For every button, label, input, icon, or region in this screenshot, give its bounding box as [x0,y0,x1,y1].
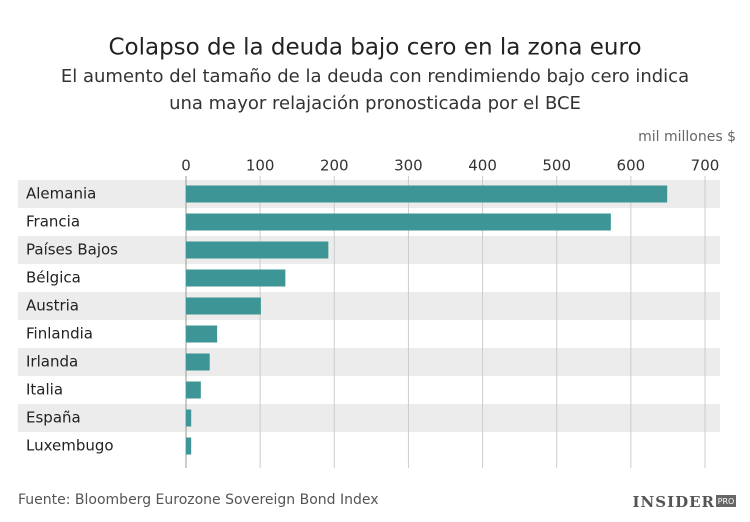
bar [186,381,201,399]
y-tick-label: Finlandia [26,325,93,343]
bar [186,213,611,231]
row-band [18,236,720,264]
y-tick-label: Alemania [26,185,96,203]
bar [186,353,210,371]
chart-subtitle: El aumento del tamaño de la deuda con re… [61,66,689,87]
bar [186,269,286,287]
x-tick-label: 400 [468,157,497,175]
x-tick-label: 200 [320,157,349,175]
bar [186,241,329,259]
bar [186,325,218,343]
y-tick-label: Italia [26,381,63,399]
row-band [18,348,720,376]
axis-unit: mil millones $ [638,129,736,145]
source: Fuente: Bloomberg Eurozone Sovereign Bon… [18,492,379,508]
y-tick-label: Luxembugo [26,437,114,455]
y-tick-label: España [26,409,81,427]
bar [186,185,668,203]
row-band [18,404,720,432]
row-band [18,292,720,320]
y-tick-label: Francia [26,213,80,231]
brand-badge [716,495,736,507]
chart-subtitle: una mayor relajación pronosticada por el… [169,93,581,114]
y-tick-label: Irlanda [26,353,78,371]
chart-title: Colapso de la deuda bajo cero en la zona… [108,35,641,61]
y-tick-label: Países Bajos [26,241,118,259]
x-tick-label: 500 [542,157,571,175]
y-tick-label: Austria [26,297,79,315]
x-tick-label: 100 [246,157,275,175]
x-tick-label: 0 [181,157,191,175]
brand: INSIDER [633,493,715,511]
x-tick-label: 700 [691,157,720,175]
bar [186,297,261,315]
brand-tag: PRO [718,497,735,506]
y-tick-label: Bélgica [26,269,81,287]
x-tick-label: 300 [394,157,423,175]
x-tick-label: 600 [617,157,646,175]
bar [186,409,192,427]
bar [186,437,192,455]
